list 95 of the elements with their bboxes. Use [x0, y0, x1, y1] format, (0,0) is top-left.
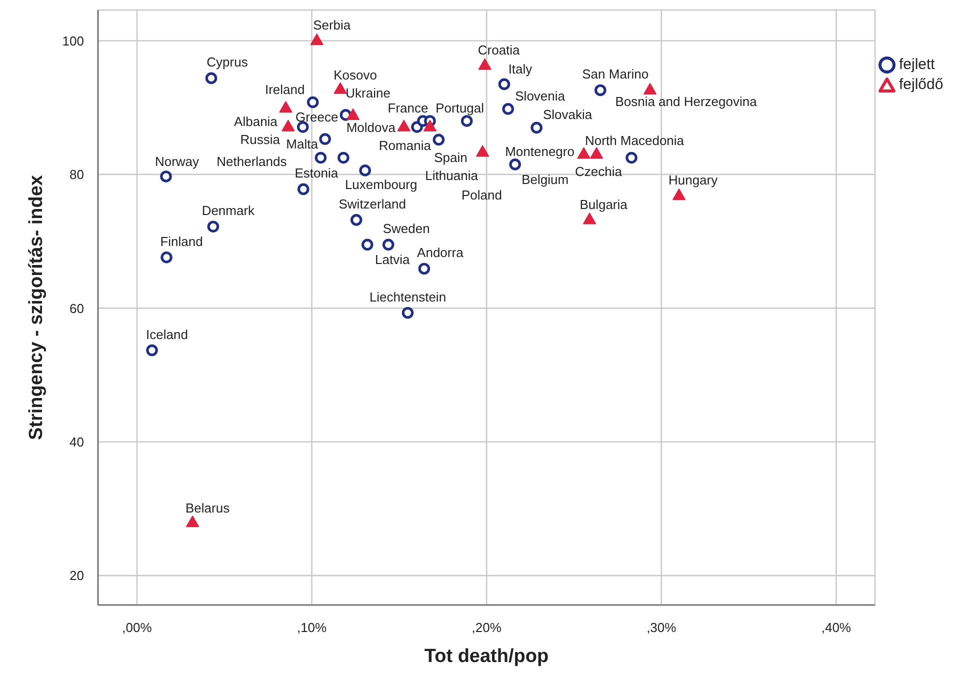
point: [590, 147, 604, 159]
point: [186, 516, 200, 528]
point: [672, 188, 686, 200]
annotation: France: [388, 100, 428, 116]
point: [205, 72, 218, 84]
annotation: Russia: [240, 132, 281, 147]
annotation: Latvia: [375, 252, 410, 268]
point: [296, 121, 309, 133]
annotation: San Marino: [582, 66, 649, 82]
annotation: Belgium: [522, 172, 569, 187]
point: [334, 82, 347, 94]
annotation: Switzerland: [338, 196, 406, 212]
point: [338, 152, 350, 164]
annotation: Luxembourg: [344, 176, 418, 192]
annotation: Spain: [434, 150, 468, 166]
point: [382, 238, 394, 251]
point: [297, 183, 310, 196]
point: [314, 152, 327, 164]
annotation: Cyprus: [206, 54, 248, 70]
point: [644, 83, 657, 95]
point: [359, 164, 371, 176]
annotation: Estonia: [294, 166, 339, 181]
point: [160, 251, 172, 264]
point: [310, 34, 324, 46]
annotation: Portugal: [436, 100, 484, 116]
annotation: Greece: [296, 109, 338, 124]
x-tick-label: ,10%: [296, 620, 328, 636]
y-tick-label: 80: [70, 167, 84, 182]
annotation: Czechia: [575, 164, 623, 180]
annotation: North Macedonia: [585, 133, 685, 148]
annotation: Lithuania: [425, 168, 479, 184]
point: [361, 238, 374, 251]
point: [282, 120, 295, 132]
point: [498, 78, 510, 90]
x-tick-label: ,00%: [122, 620, 152, 636]
y-tick-label: 40: [70, 434, 84, 450]
point: [502, 103, 514, 115]
x-axis-title: Tot death/pop: [424, 646, 549, 667]
point: [577, 147, 590, 159]
point: [146, 344, 158, 356]
point: [594, 84, 606, 96]
point: [478, 58, 492, 70]
point: [319, 133, 331, 145]
annotation: Norway: [154, 154, 200, 169]
legend-label: fejlődő: [899, 75, 944, 95]
point: [423, 120, 436, 132]
x-tick-label: ,20%: [472, 620, 502, 636]
point: [509, 158, 521, 170]
point: [402, 306, 414, 319]
annotation: Romania: [378, 138, 432, 153]
annotation: Sweden: [382, 221, 430, 236]
x-tick-label: ,40%: [821, 620, 852, 636]
point: [207, 220, 220, 233]
point: [350, 214, 362, 226]
annotation: Slovenia: [515, 88, 566, 104]
x-tick-label: ,30%: [646, 620, 677, 636]
annotation: Bulgaria: [580, 196, 628, 212]
annotation: Italy: [508, 62, 533, 77]
point: [418, 262, 430, 275]
annotation: Poland: [461, 188, 502, 202]
point: [583, 212, 596, 224]
annotation: Slovakia: [543, 107, 593, 122]
point: [306, 96, 319, 108]
annotation: Iceland: [146, 326, 188, 342]
point: [279, 101, 292, 113]
point: [432, 134, 445, 146]
point: [160, 170, 172, 182]
annotation: Ireland: [264, 82, 305, 97]
y-axis-title: Stringency - szigorítás- index: [26, 174, 47, 440]
annotation: Kosovo: [334, 67, 377, 82]
annotation: Denmark: [202, 203, 256, 218]
point: [476, 145, 490, 157]
annotation: Moldova: [346, 120, 396, 135]
annotation: Montenegro: [505, 144, 574, 160]
annotation: Serbia: [313, 18, 352, 33]
legend-label: fejlett: [899, 55, 935, 75]
annotation: Andorra: [417, 245, 464, 260]
annotation: Albania: [234, 114, 278, 130]
annotation: Finland: [160, 234, 203, 249]
point: [346, 108, 360, 120]
point: [530, 122, 542, 134]
annotation: Hungary: [668, 172, 718, 188]
point: [397, 120, 410, 132]
y-tick-label: 20: [70, 568, 84, 584]
annotation: Liechtenstein: [369, 289, 446, 304]
annotation: Ukraine: [346, 85, 390, 100]
point: [626, 152, 638, 164]
annotation: Netherlands: [216, 154, 288, 170]
point: [460, 115, 473, 127]
y-tick-label: 100: [62, 33, 84, 48]
annotation: Malta: [286, 136, 319, 152]
annotation: Croatia: [478, 42, 521, 58]
annotation: Bosnia and Herzegovina: [615, 94, 758, 110]
annotation: Belarus: [186, 500, 230, 516]
y-tick-label: 60: [70, 300, 84, 316]
